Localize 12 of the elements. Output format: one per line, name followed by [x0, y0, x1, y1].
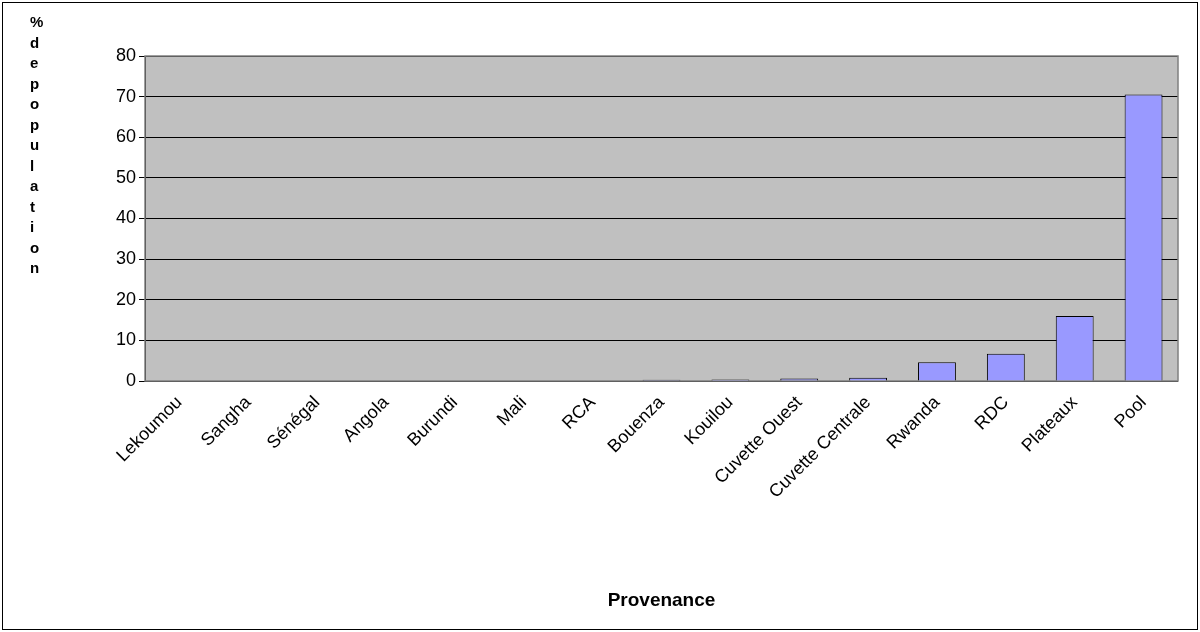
y-tick-label: 10	[115, 329, 136, 350]
y-tick-label: 0	[125, 369, 136, 390]
y-tick-label: 70	[115, 85, 136, 106]
x-tick-label: Mali	[492, 391, 531, 430]
y-tick-label: 20	[115, 288, 136, 309]
y-tick-label: 30	[115, 248, 136, 269]
y-tick-label: 60	[115, 126, 136, 147]
text: % de population	[30, 13, 44, 276]
y-tick-label: 40	[115, 207, 136, 228]
y-tick-label: 50	[115, 166, 136, 187]
x-axis-title: Provenance	[607, 588, 716, 610]
y-tick-label: 80	[115, 44, 136, 65]
